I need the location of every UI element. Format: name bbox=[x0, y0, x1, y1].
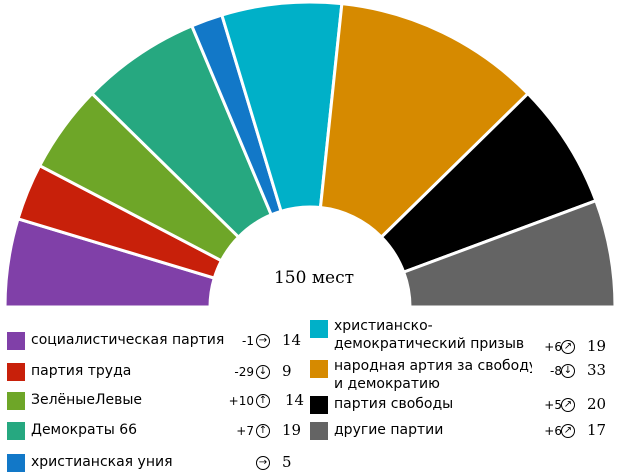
legend-label: другие партии bbox=[332, 420, 446, 440]
legend-label: партия труда bbox=[29, 361, 134, 381]
legend-swatch bbox=[310, 320, 328, 338]
parliament-chart bbox=[3, 0, 617, 309]
legend-label: ЗелёныеЛевые bbox=[29, 390, 145, 410]
legend-swatch bbox=[310, 360, 328, 378]
seat-change-label: -1 bbox=[224, 332, 254, 350]
seat-count-label: 17 bbox=[584, 420, 610, 440]
legend-swatch bbox=[7, 454, 25, 472]
seat-count-label: 20 bbox=[584, 394, 610, 414]
seat-count-label: 14 bbox=[279, 330, 305, 350]
total-seats-label: 150 мест bbox=[253, 266, 375, 306]
legend-label: христианская уния bbox=[29, 452, 175, 472]
trend-arrow-icon: ↑ bbox=[256, 424, 270, 438]
trend-arrow-icon: ↗ bbox=[561, 398, 575, 412]
seat-change-label: +5 bbox=[532, 396, 562, 414]
legend-label: Демократы 66 bbox=[29, 420, 140, 440]
seat-count-label: 19 bbox=[584, 336, 610, 356]
trend-arrow-icon: ↗ bbox=[561, 424, 575, 438]
trend-arrow-icon: ↗ bbox=[561, 340, 575, 354]
seat-count-label: 14 bbox=[282, 390, 308, 410]
trend-arrow-icon: ↑ bbox=[256, 394, 270, 408]
seat-count-label: 9 bbox=[279, 361, 295, 381]
seat-segment-6 bbox=[318, 2, 531, 240]
trend-arrow-icon: ↓ bbox=[561, 364, 575, 378]
seat-change-label: +10 bbox=[224, 392, 254, 410]
legend-swatch bbox=[7, 392, 25, 410]
legend-swatch bbox=[7, 363, 25, 381]
seat-count-label: 19 bbox=[279, 420, 305, 440]
legend-label: партия свободы bbox=[332, 394, 456, 414]
legend-label: христианско-демократический призыв bbox=[332, 316, 546, 354]
trend-arrow-icon: → bbox=[256, 334, 270, 348]
seat-segment-8 bbox=[401, 198, 617, 309]
trend-arrow-icon: ↓ bbox=[256, 365, 270, 379]
legend-swatch bbox=[7, 422, 25, 440]
seat-change-label: -29 bbox=[224, 363, 254, 381]
seat-change-label: +6 bbox=[532, 422, 562, 440]
trend-arrow-icon: → bbox=[256, 456, 270, 470]
seat-count-label: 5 bbox=[279, 452, 295, 472]
legend-label: народная артия за свободу и демократию bbox=[332, 356, 551, 394]
legend-swatch bbox=[310, 422, 328, 440]
seat-count-label: 33 bbox=[584, 360, 610, 380]
seat-change-label: +7 bbox=[224, 422, 254, 440]
legend-swatch bbox=[7, 332, 25, 350]
legend-label: социалистическая партия bbox=[29, 330, 227, 350]
seat-change-label: -8 bbox=[532, 362, 562, 380]
seat-change-label: +6 bbox=[532, 338, 562, 356]
legend-swatch bbox=[310, 396, 328, 414]
